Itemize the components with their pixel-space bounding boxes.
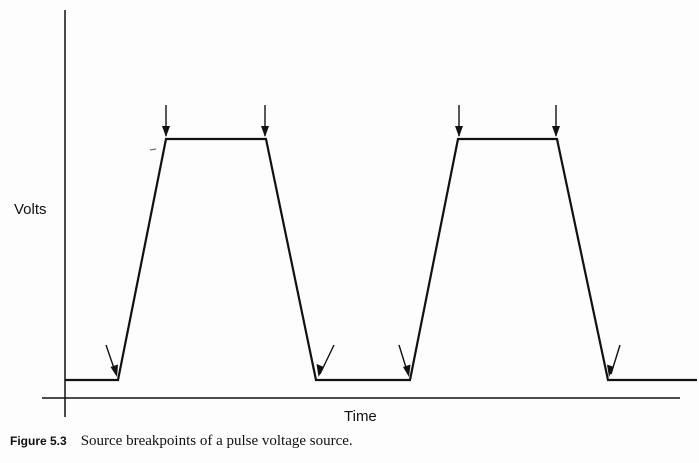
down-arrow-icon: [455, 105, 463, 137]
caption-label: Figure 5.3: [10, 434, 67, 448]
y-axis-label: Volts: [14, 201, 47, 218]
down-arrow-icon: [607, 344, 621, 377]
down-arrow-icon: [261, 105, 269, 137]
down-arrow-icon: [552, 105, 560, 137]
figure-caption: Figure 5.3 Source breakpoints of a pulse…: [10, 432, 353, 450]
caption-text: Source breakpoints of a pulse voltage so…: [80, 433, 353, 449]
down-arrow-icon: [162, 105, 170, 137]
down-arrow-icon: [316, 344, 335, 377]
print-mark: [149, 148, 157, 151]
breakpoint-arrows: [105, 105, 621, 377]
down-arrow-icon: [105, 344, 118, 377]
pulse-waveform: [65, 137, 697, 382]
down-arrow-icon: [398, 344, 411, 377]
x-axis-label: Time: [344, 408, 377, 425]
